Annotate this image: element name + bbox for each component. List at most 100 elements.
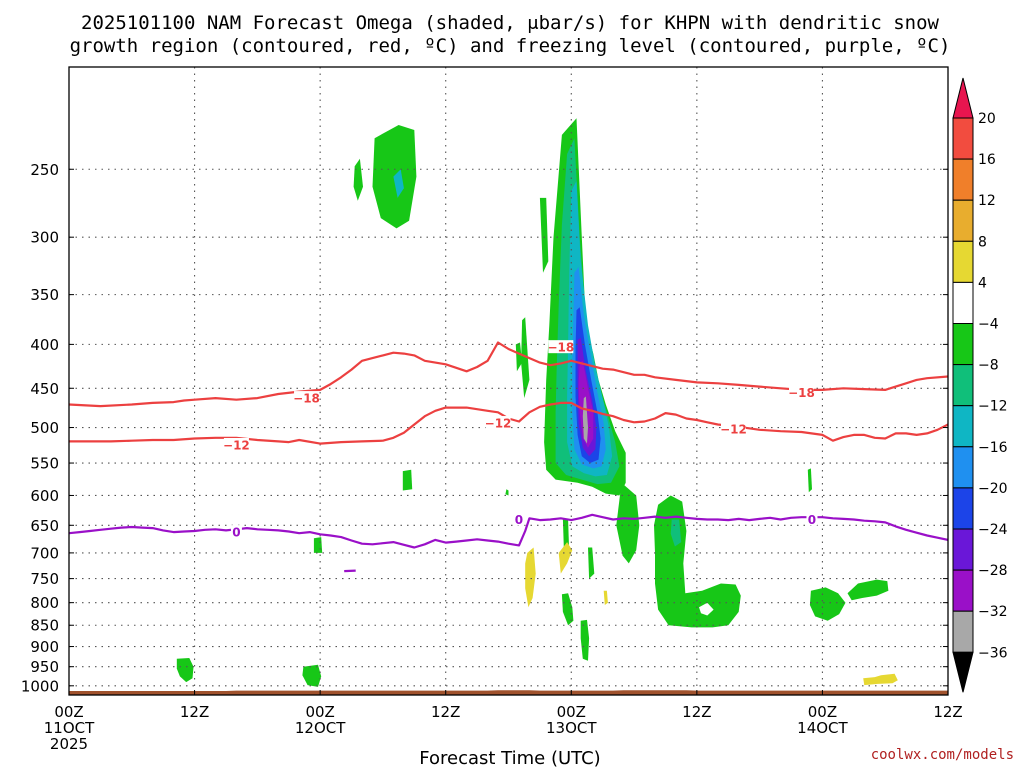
contour-label-bg-1-2 [720, 422, 746, 436]
colorbar-segment-1 [952, 158, 974, 201]
colorbar-label-0: 20 [978, 111, 996, 127]
contour-label-bg-1-1 [485, 416, 511, 430]
y-tick-label-600: 600 [30, 487, 59, 505]
colorbar-top-triangle [952, 77, 974, 119]
watermark: coolwx.com/models [871, 747, 1014, 763]
omega-shade-green-26 [402, 469, 413, 491]
x-tick-label-12-0: 12Z [180, 703, 209, 721]
x-tick-label-72-1: 14OCT [797, 719, 848, 737]
omega-shade-green-23 [807, 468, 812, 493]
omega-shade-green-3 [505, 489, 509, 496]
colorbar-bottom-triangle [952, 651, 974, 693]
y-tick-label-1000: 1000 [21, 677, 59, 695]
y-tick-label-900: 900 [30, 638, 59, 656]
contour-label-1-1: −12 [485, 417, 512, 431]
contour-0 [69, 341, 948, 408]
omega-shade-green-4 [539, 197, 549, 273]
omega-shade-yellow-32 [603, 590, 608, 605]
omega-shade-teal-19 [670, 519, 682, 547]
x-axis-label: Forecast Time (UTC) [419, 748, 600, 768]
chart-title-line-1: 2025101100 NAM Forecast Omega (shaded, μ… [81, 12, 939, 34]
contour-label-bg-2-0 [230, 525, 242, 539]
y-tick-label-650: 650 [30, 517, 59, 535]
omega-shade-yellow-31 [558, 542, 573, 574]
plot-content: −18 −18 −18 −12 −12 −12 0 0 0 [69, 67, 948, 695]
y-tick-label-850: 850 [30, 617, 59, 635]
chart-title-line-2: growth region (contoured, red, ºC) and f… [70, 35, 951, 57]
colorbar-label-11: −28 [978, 563, 1008, 579]
contour-label-2-1: 0 [515, 513, 523, 527]
y-tick-label-500: 500 [30, 419, 59, 437]
omega-shade-white-20 [699, 602, 714, 616]
y-tick-label-350: 350 [30, 286, 59, 304]
omega-shade-green-25 [580, 619, 590, 661]
colorbar-label-4: 4 [978, 275, 987, 291]
plot-area: −18 −18 −18 −12 −12 −12 0 0 0 250 300 350 400 450 500 5… [21, 66, 963, 753]
colorbar-label-1: 16 [978, 152, 996, 168]
colorbar-label-8: −16 [978, 440, 1008, 456]
y-tick-label-300: 300 [30, 229, 59, 247]
contour-label-bg-1-0 [223, 437, 249, 451]
y-tick-label-450: 450 [30, 380, 59, 398]
terrain-band [69, 690, 948, 695]
omega-shade-cyan-1 [393, 169, 404, 198]
colorbar: 20 16 12 8 4 −4 −8 −12 −16 −20 −24 −28 −32 −36 [952, 77, 1008, 693]
contour-2 [69, 513, 948, 549]
colorbar-segment-8 [952, 446, 974, 489]
omega-shade-green-24 [561, 593, 574, 626]
x-tick-label-48-0: 00Z [557, 703, 586, 721]
contour-label-2-0: 0 [232, 526, 240, 540]
contour-label-0-1: −18 [547, 341, 574, 355]
contour-label-0-0: −18 [293, 392, 320, 406]
omega-shade-green-9 [588, 547, 595, 579]
omega-shade-green-2 [353, 158, 363, 201]
colorbar-segment-10 [952, 528, 974, 571]
x-tick-label-48-1: 13OCT [546, 719, 597, 737]
colorbar-label-9: −20 [978, 481, 1008, 497]
x-tick-label-0-0: 00Z [54, 703, 83, 721]
omega-shade-green-8 [616, 482, 640, 564]
colorbar-segment-11 [952, 569, 974, 612]
omega-shade-green-21 [809, 587, 846, 621]
colorbar-segment-7 [952, 405, 974, 448]
colorbar-segment-3 [952, 240, 974, 283]
y-tick-label-750: 750 [30, 570, 59, 588]
x-tick-label-36-0: 12Z [431, 703, 460, 721]
colorbar-segment-6 [952, 364, 974, 407]
colorbar-label-10: −24 [978, 522, 1008, 538]
omega-shade-green-6 [521, 317, 530, 399]
colorbar-segment-2 [952, 199, 974, 242]
contour-label-2-2: 0 [808, 513, 816, 527]
x-tick-label-84-0: 12Z [933, 703, 962, 721]
contour-label-bg-2-1 [513, 512, 525, 526]
x-tick-label-24-1: 12OCT [295, 719, 346, 737]
y-tick-label-700: 700 [30, 544, 59, 562]
x-tick-label-72-0: 00Z [808, 703, 837, 721]
colorbar-label-6: −8 [978, 358, 999, 374]
contour-label-bg-2-2 [806, 512, 818, 526]
colorbar-segment-12 [952, 610, 974, 653]
contour-label-bg-0-0 [294, 391, 320, 405]
y-tick-label-550: 550 [30, 455, 59, 473]
omega-shade-green-28 [176, 658, 194, 683]
colorbar-segment-4 [952, 281, 974, 324]
contour-label-1-2: −12 [720, 423, 747, 437]
contour-label-0-2: −18 [788, 386, 815, 400]
omega-shade-green-22 [847, 579, 889, 601]
contour-label-bg-0-1 [548, 340, 574, 354]
y-tick-label-400: 400 [30, 336, 59, 354]
omega-shade-yellow-33 [863, 673, 898, 686]
x-tick-label-0-1: 11OCT [44, 719, 95, 737]
y-tick-label-250: 250 [30, 161, 59, 179]
omega-shade-yellow-30 [525, 547, 536, 608]
colorbar-label-13: −36 [978, 645, 1008, 661]
colorbar-segment-9 [952, 487, 974, 530]
contour-1 [69, 401, 948, 445]
colorbar-label-12: −32 [978, 604, 1008, 620]
colorbar-label-5: −4 [978, 317, 999, 333]
omega-shade-green-7 [515, 342, 523, 372]
plot-frame [68, 66, 949, 696]
contour-3 [344, 569, 356, 573]
colorbar-label-3: 8 [978, 234, 987, 250]
